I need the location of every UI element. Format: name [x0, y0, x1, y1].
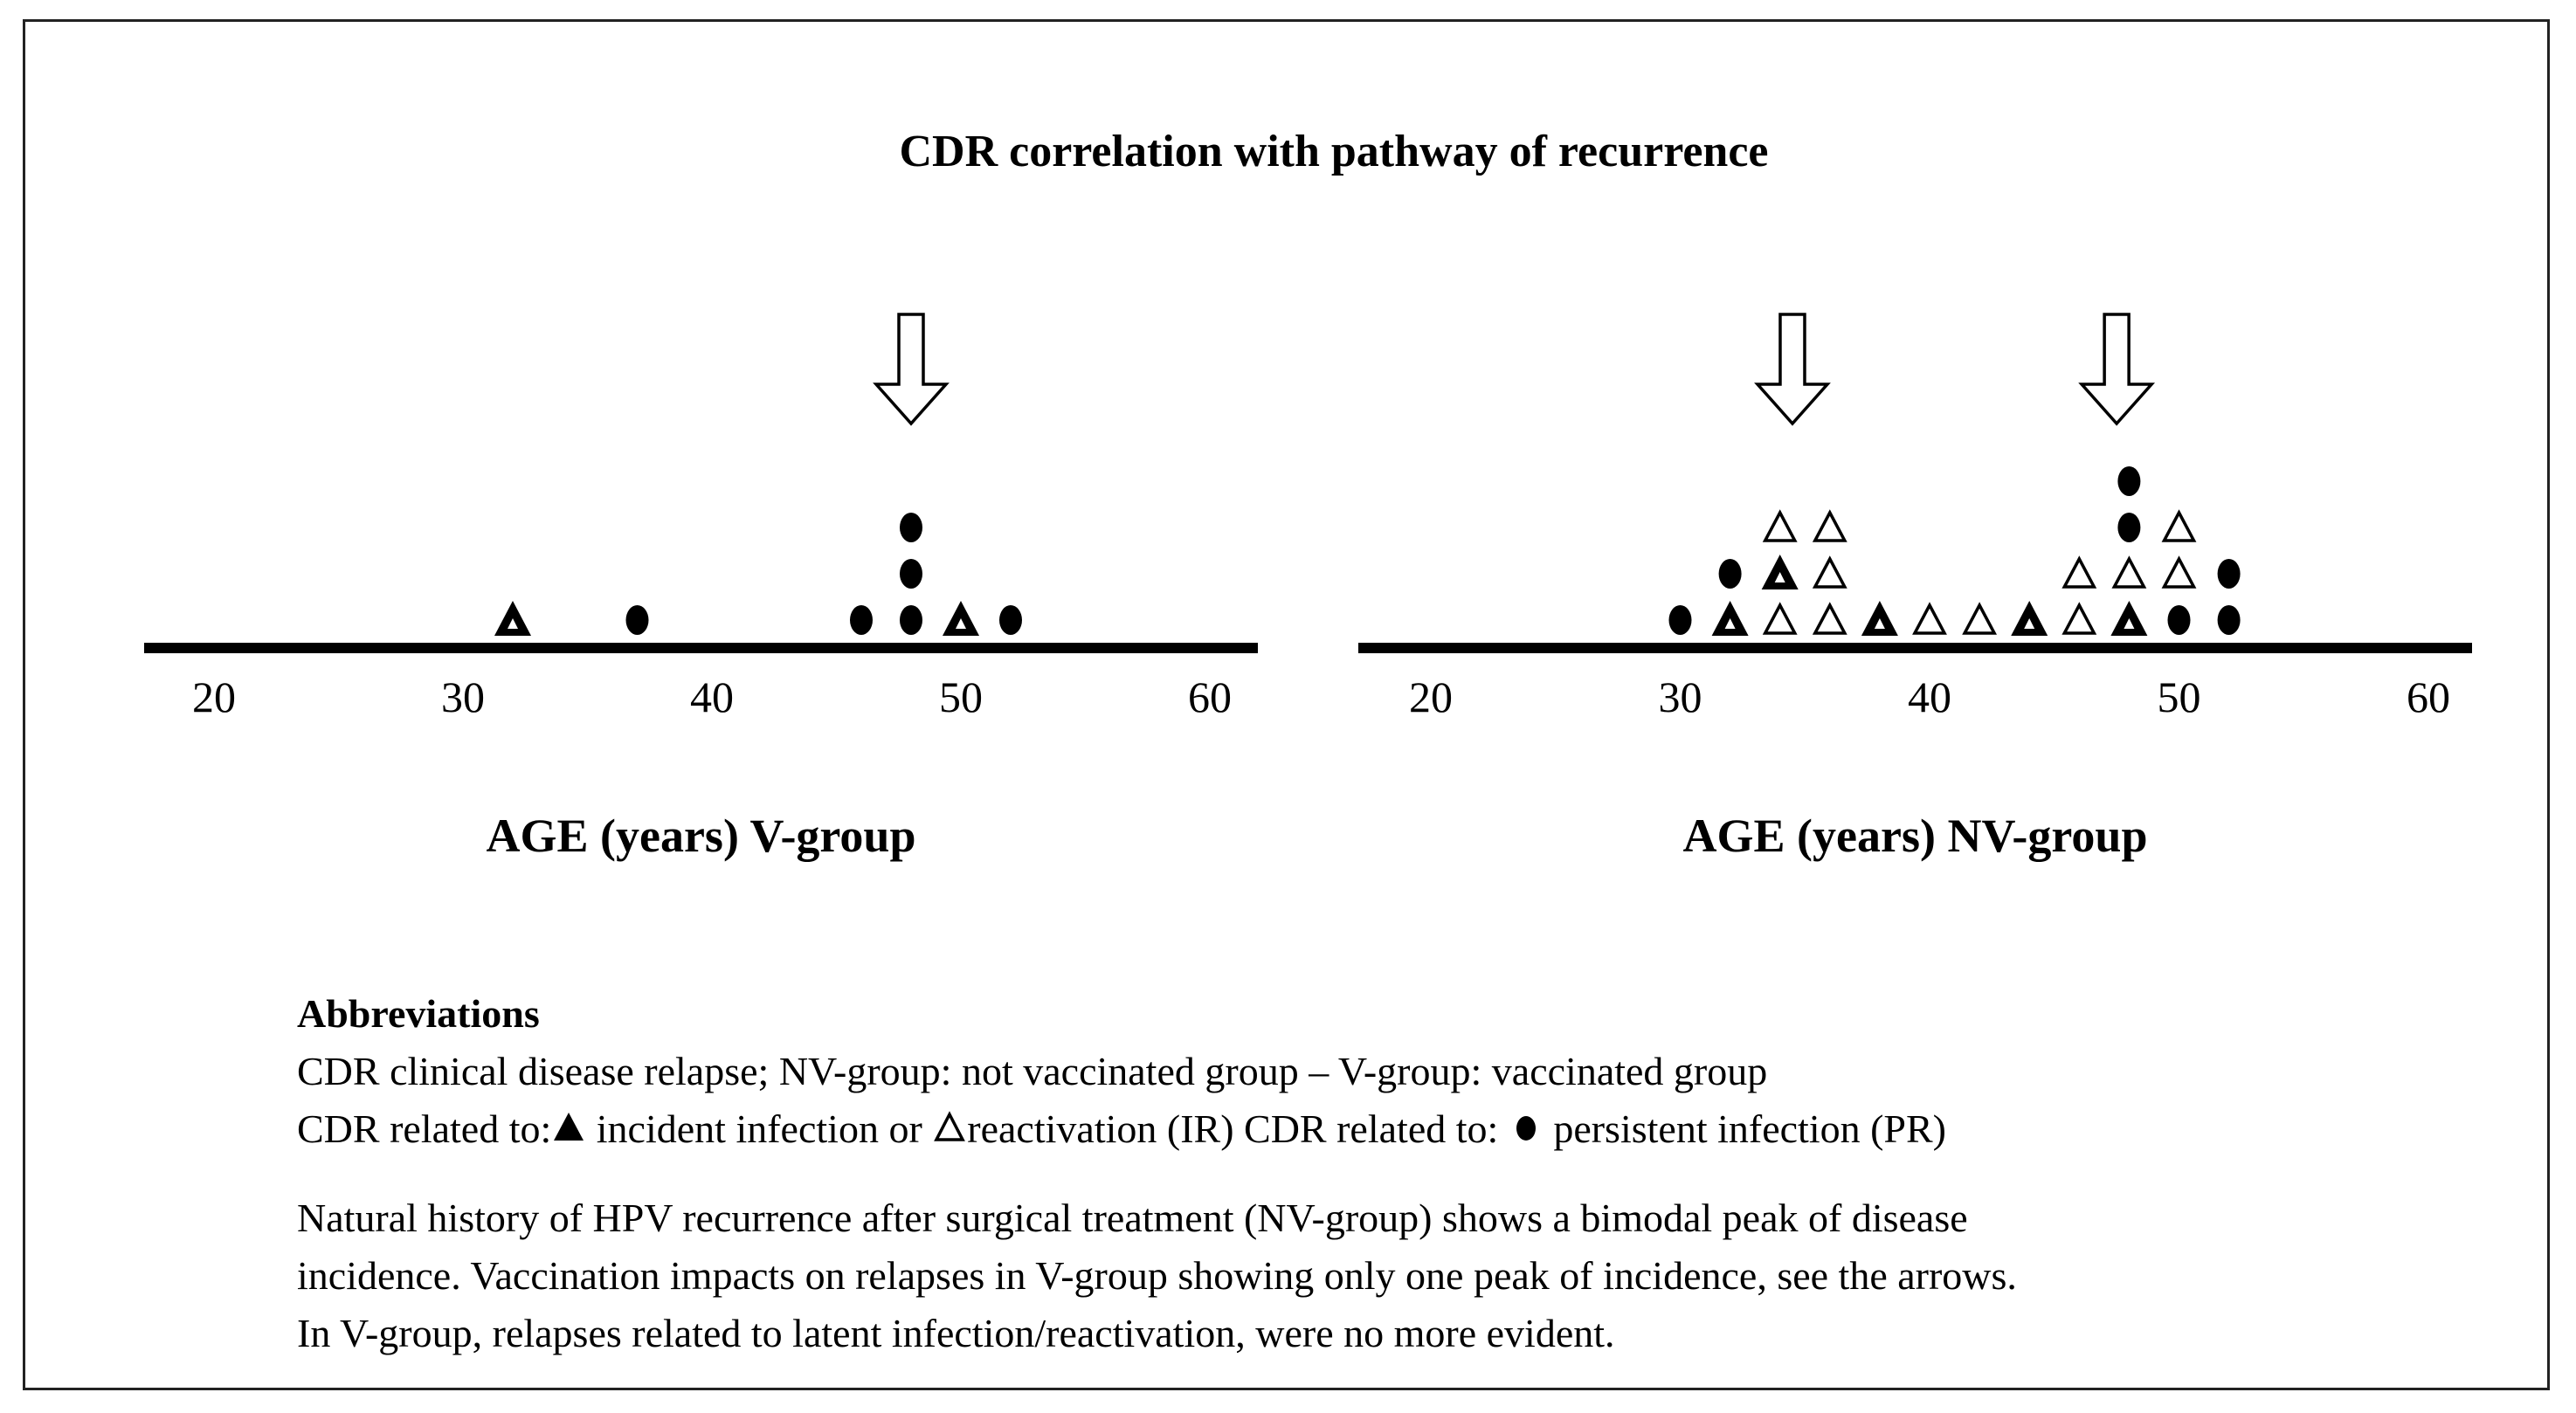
persistent-point — [2217, 605, 2241, 635]
persistent-dot-icon — [1516, 1116, 1536, 1141]
x-tick-label: 60 — [2407, 672, 2450, 721]
reactivation-point — [1962, 602, 1998, 635]
legend-symbols-line: CDR related to: incident infection or re… — [297, 1100, 2481, 1158]
incident-point-inner — [2124, 618, 2135, 629]
persistent-point — [2167, 605, 2191, 635]
x-tick-label: 20 — [1409, 672, 1453, 721]
persistent-point — [2117, 466, 2141, 496]
x-tick-label: 50 — [939, 672, 983, 721]
persistent-point — [999, 605, 1022, 635]
incident-point-inner — [2024, 618, 2035, 629]
x-axis-line — [144, 643, 1258, 653]
x-tick-label: 30 — [1659, 672, 1702, 721]
incident-point-inner — [1874, 618, 1885, 629]
reactivation-triangle-icon — [934, 1111, 966, 1141]
reactivation-point — [2111, 555, 2147, 589]
persistent-point — [1718, 559, 1742, 589]
persistent-point — [900, 605, 922, 635]
legend-persistent-label: persistent infection (PR) — [1553, 1106, 1947, 1151]
note-line: In V-group, relapses related to latent i… — [297, 1311, 1615, 1355]
reactivation-point — [2061, 602, 2097, 635]
reactivation-point — [2161, 555, 2197, 589]
legend: Abbreviations CDR clinical disease relap… — [297, 985, 2481, 1362]
reactivation-point — [1812, 555, 1847, 589]
persistent-point — [2217, 559, 2241, 589]
persistent-point — [900, 559, 922, 589]
reactivation-point — [1762, 602, 1798, 635]
panel-v-group: 20 30 40 50 60 AGE (years) V-group — [144, 313, 1258, 862]
legend-prefix: CDR related to: — [297, 1106, 552, 1151]
caption-note: Natural history of HPV recurrence after … — [297, 1189, 2481, 1362]
reactivation-point — [1812, 509, 1847, 542]
chart: CDR correlation with pathway of recurren… — [144, 127, 2472, 862]
legend-heading: Abbreviations — [297, 991, 540, 1036]
persistent-point — [2117, 513, 2141, 542]
figure-frame — [23, 19, 2550, 1390]
x-tick-label: 40 — [690, 672, 734, 721]
incident-point-inner — [1774, 572, 1785, 582]
x-tick-label: 50 — [2158, 672, 2201, 721]
panel-nv-group: 20 30 40 50 60 AGE (years) NV-group — [1358, 313, 2472, 862]
x-axis-title: AGE (years) NV-group — [1683, 810, 2148, 862]
incident-point-inner — [956, 618, 966, 629]
reactivation-point — [2161, 509, 2197, 542]
down-arrow-icon — [1754, 313, 1831, 426]
reactivation-point — [2061, 555, 2097, 589]
x-tick-label: 40 — [1908, 672, 1951, 721]
down-arrow-icon — [2078, 313, 2156, 426]
x-axis-line — [1358, 643, 2472, 653]
legend-incident-label: incident infection or — [596, 1106, 922, 1151]
reactivation-point — [1812, 602, 1847, 635]
note-line: Natural history of HPV recurrence after … — [297, 1196, 1968, 1240]
x-axis-title: AGE (years) V-group — [487, 810, 916, 862]
legend-reactivation-label: reactivation (IR) CDR related to: — [967, 1106, 1499, 1151]
persistent-point — [1668, 605, 1692, 635]
incident-triangle-icon — [554, 1113, 584, 1141]
x-tick-label: 60 — [1188, 672, 1232, 721]
reactivation-point — [1762, 509, 1798, 542]
down-arrow-icon — [873, 313, 950, 426]
incident-point-inner — [1724, 618, 1736, 629]
note-line: incidence. Vaccination impacts on relaps… — [297, 1253, 2017, 1298]
x-tick-label: 20 — [192, 672, 236, 721]
persistent-point — [900, 513, 922, 542]
x-tick-label: 30 — [441, 672, 485, 721]
persistent-point — [850, 605, 873, 635]
legend-abbreviations-line: CDR clinical disease relapse; NV-group: … — [297, 1049, 1768, 1093]
chart-title: CDR correlation with pathway of recurren… — [899, 127, 1768, 176]
persistent-point — [625, 605, 649, 635]
reactivation-point — [1912, 602, 1947, 635]
incident-point-inner — [508, 618, 518, 629]
